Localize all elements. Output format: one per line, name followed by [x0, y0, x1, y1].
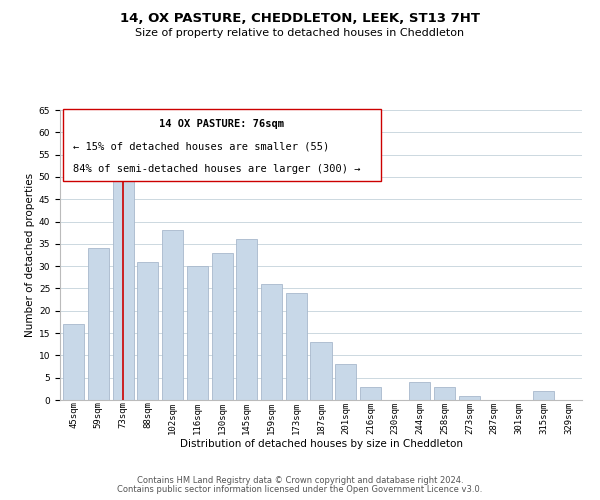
Text: ← 15% of detached houses are smaller (55): ← 15% of detached houses are smaller (55…	[73, 142, 329, 152]
Bar	[212, 253, 233, 400]
Bar	[236, 240, 257, 400]
Bar	[63, 324, 84, 400]
Bar	[286, 293, 307, 400]
Text: Size of property relative to detached houses in Cheddleton: Size of property relative to detached ho…	[136, 28, 464, 38]
Bar	[113, 159, 134, 400]
Bar	[88, 248, 109, 400]
Y-axis label: Number of detached properties: Number of detached properties	[25, 173, 35, 337]
Bar	[459, 396, 480, 400]
Bar	[533, 391, 554, 400]
FancyBboxPatch shape	[62, 108, 381, 181]
Text: Contains HM Land Registry data © Crown copyright and database right 2024.: Contains HM Land Registry data © Crown c…	[137, 476, 463, 485]
Bar	[261, 284, 282, 400]
Bar	[162, 230, 183, 400]
Bar	[434, 386, 455, 400]
Bar	[137, 262, 158, 400]
Text: Contains public sector information licensed under the Open Government Licence v3: Contains public sector information licen…	[118, 485, 482, 494]
Text: 14, OX PASTURE, CHEDDLETON, LEEK, ST13 7HT: 14, OX PASTURE, CHEDDLETON, LEEK, ST13 7…	[120, 12, 480, 26]
Bar	[310, 342, 332, 400]
Text: 14 OX PASTURE: 76sqm: 14 OX PASTURE: 76sqm	[160, 119, 284, 129]
Text: 84% of semi-detached houses are larger (300) →: 84% of semi-detached houses are larger (…	[73, 164, 361, 174]
Bar	[335, 364, 356, 400]
Bar	[409, 382, 430, 400]
Bar	[360, 386, 381, 400]
Bar	[187, 266, 208, 400]
X-axis label: Distribution of detached houses by size in Cheddleton: Distribution of detached houses by size …	[179, 439, 463, 449]
